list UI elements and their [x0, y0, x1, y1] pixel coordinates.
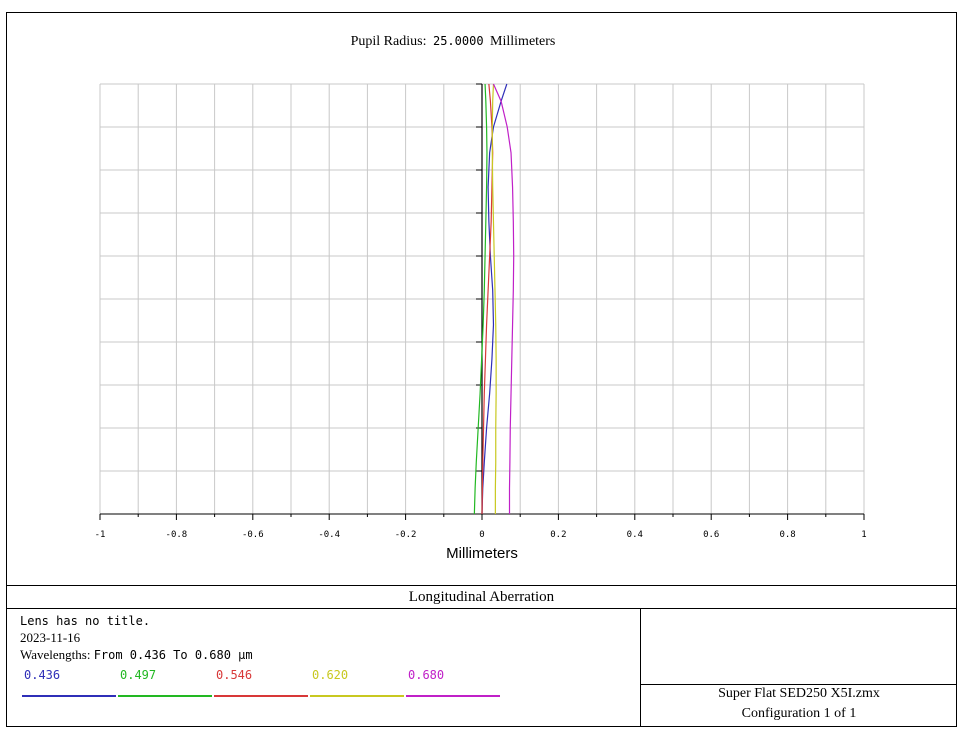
x-tick-label: 0	[479, 530, 484, 540]
x-tick-label: 0.2	[550, 530, 566, 540]
series-line-0-680	[492, 83, 515, 514]
wavelengths-line: Wavelengths: From 0.436 To 0.680 μm	[20, 647, 253, 663]
plot-title-prefix: Pupil Radius:	[350, 34, 427, 49]
x-tick-label: 1	[861, 530, 866, 540]
x-tick-label: -0.2	[395, 530, 417, 540]
legend-label: 0.680	[408, 668, 445, 682]
date-text: 2023-11-16	[20, 630, 81, 645]
x-tick-label: -0.8	[166, 530, 188, 540]
plot-title-suffix: Millimeters	[490, 34, 556, 49]
x-tick-label: -1	[95, 530, 106, 540]
legend-line	[214, 695, 308, 697]
x-tick-label: -0.4	[318, 530, 340, 540]
wavelengths-range: From 0.436 To 0.680 μm	[93, 648, 253, 662]
x-tick-label: -0.6	[242, 530, 264, 540]
series-line-0-497	[473, 83, 488, 515]
legend-line	[22, 695, 116, 697]
footer-title: Longitudinal Aberration	[6, 585, 957, 609]
legend-line	[310, 695, 404, 697]
x-tick-label: 0.8	[779, 530, 795, 540]
series-line-0-620	[491, 83, 497, 514]
figure-frame	[6, 12, 957, 727]
plot-title: Pupil Radius: 25.0000 Millimeters	[0, 34, 906, 50]
legend-line	[118, 695, 212, 697]
legend-label: 0.436	[24, 668, 61, 682]
legend-label: 0.497	[120, 668, 157, 682]
legend-line	[406, 695, 500, 697]
x-tick-label: 0.4	[627, 530, 643, 540]
legend-label: 0.620	[312, 668, 349, 682]
footer-divider	[640, 608, 641, 727]
legend-label: 0.546	[216, 668, 253, 682]
lens-title: Lens has no title.	[20, 614, 151, 628]
file-name: Super Flat SED250 X5I.zmx	[718, 686, 880, 701]
footer-divider	[640, 684, 957, 685]
aberration-plot: -1 -0.8 -0.6 -0.4 -0.2 0 0.2 0.4 0.6 0.8 1	[95, 83, 867, 540]
x-axis-label: Millimeters	[446, 545, 518, 562]
plot-title-value: 25.0000	[432, 34, 484, 48]
wavelengths-label: Wavelengths:	[20, 647, 91, 662]
configuration-text: Configuration 1 of 1	[741, 706, 857, 721]
x-tick-label: 0.6	[703, 530, 719, 540]
